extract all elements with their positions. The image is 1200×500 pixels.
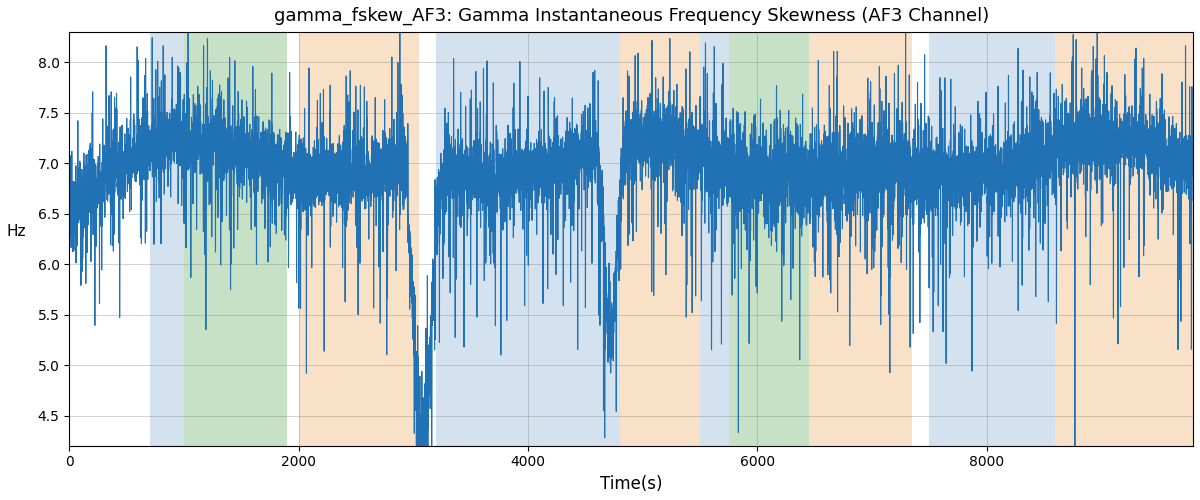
Bar [728, 32, 809, 446]
Y-axis label: Hz: Hz [7, 224, 26, 239]
Bar [809, 32, 912, 446]
Bar [184, 32, 287, 446]
Bar [150, 32, 184, 446]
Bar [700, 32, 728, 446]
Bar [619, 32, 700, 446]
Bar [437, 32, 619, 446]
Title: gamma_fskew_AF3: Gamma Instantaneous Frequency Skewness (AF3 Channel): gamma_fskew_AF3: Gamma Instantaneous Fre… [274, 7, 989, 25]
Bar [929, 32, 1056, 446]
X-axis label: Time(s): Time(s) [600, 475, 662, 493]
Bar [1056, 32, 1193, 446]
Bar [299, 32, 419, 446]
